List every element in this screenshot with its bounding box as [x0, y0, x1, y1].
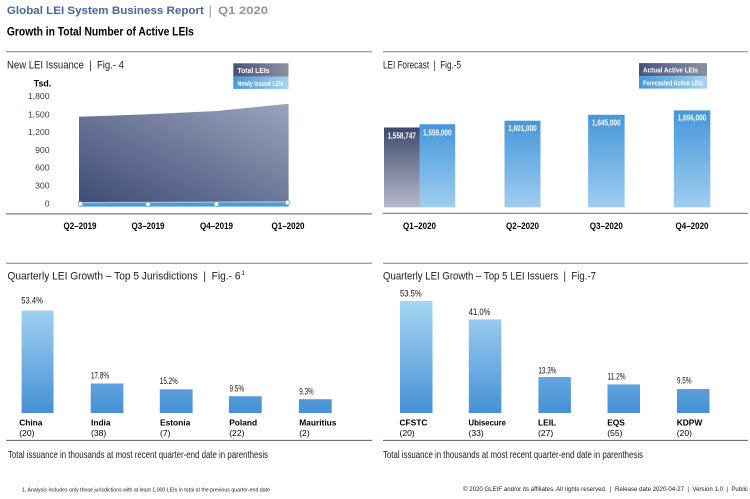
svg-text:|: |	[209, 3, 212, 18]
svg-text:(7): (7)	[160, 428, 171, 438]
svg-text:0: 0	[45, 199, 50, 209]
svg-text:Ubisecure: Ubisecure	[469, 418, 507, 428]
svg-text:53.5%: 53.5%	[400, 288, 422, 298]
svg-text:600: 600	[35, 163, 50, 173]
svg-text:Forecasted Active LEIs: Forecasted Active LEIs	[643, 80, 703, 88]
svg-text:300: 300	[35, 181, 50, 191]
svg-text:Estonia: Estonia	[160, 418, 191, 428]
svg-text:900: 900	[35, 145, 50, 155]
svg-text:Q1–2020: Q1–2020	[403, 221, 436, 231]
svg-text:Q2–2020: Q2–2020	[506, 221, 539, 231]
svg-text:Q2–2019: Q2–2019	[64, 221, 97, 231]
svg-text:Total issuance in thousands at: Total issuance in thousands at most rece…	[383, 450, 643, 461]
svg-text:9.5%: 9.5%	[230, 384, 245, 394]
svg-text:Q3–2019: Q3–2019	[132, 221, 165, 231]
svg-text:(38): (38)	[91, 428, 106, 438]
svg-text:EQS: EQS	[607, 418, 625, 428]
svg-text:Q3–2020: Q3–2020	[590, 221, 623, 231]
svg-text:Mauritius: Mauritius	[299, 418, 337, 428]
svg-text:(33): (33)	[469, 428, 484, 438]
svg-text:53.4%: 53.4%	[21, 296, 43, 306]
svg-text:41.0%: 41.0%	[469, 307, 491, 317]
svg-text:China: China	[19, 418, 43, 428]
svg-text:Total issuance in thousands at: Total issuance in thousands at most rece…	[8, 450, 268, 461]
svg-text:Q4–2019: Q4–2019	[200, 221, 233, 231]
svg-text:© 2020 GLEIF and/or its affili: © 2020 GLEIF and/or its affiliates. All …	[463, 485, 749, 493]
svg-text:1. Analysis includes only thos: 1. Analysis includes only those jurisdic…	[22, 487, 270, 493]
svg-text:Quarterly LEI Growth – Top 5 J: Quarterly LEI Growth – Top 5 Jurisdictio…	[8, 271, 241, 283]
svg-text:KDPW: KDPW	[677, 418, 703, 428]
svg-text:(20): (20)	[677, 428, 692, 438]
svg-text:Tsd.: Tsd.	[34, 78, 51, 88]
svg-text:1,558,747: 1,558,747	[387, 132, 416, 141]
svg-text:1: 1	[241, 270, 245, 277]
svg-text:LEIL: LEIL	[538, 418, 556, 428]
svg-text:Quarterly LEI Growth – Top 5 L: Quarterly LEI Growth – Top 5 LEI Issuers…	[383, 271, 596, 283]
svg-text:LEI Forecast | Fig.-5: LEI Forecast | Fig.-5	[383, 59, 461, 71]
svg-text:11.2%: 11.2%	[608, 372, 626, 382]
svg-text:13.3%: 13.3%	[538, 365, 556, 375]
svg-text:Q4–2020: Q4–2020	[676, 221, 709, 231]
svg-text:(20): (20)	[19, 428, 34, 438]
svg-text:Total LEIs: Total LEIs	[238, 67, 270, 75]
svg-text:1,200: 1,200	[28, 127, 50, 137]
svg-text:9.5%: 9.5%	[677, 376, 692, 386]
svg-text:(20): (20)	[400, 428, 415, 438]
svg-text:Q1–2020: Q1–2020	[272, 221, 305, 231]
svg-text:Newly Issued LEIs: Newly Issued LEIs	[238, 80, 284, 88]
svg-text:India: India	[91, 418, 111, 428]
svg-text:(22): (22)	[229, 428, 244, 438]
svg-text:15.2%: 15.2%	[160, 376, 178, 386]
svg-text:1,800: 1,800	[28, 91, 50, 101]
svg-text:Actual Active LEIs: Actual Active LEIs	[643, 67, 698, 75]
svg-text:1,645,000: 1,645,000	[592, 118, 621, 127]
svg-text:(55): (55)	[607, 428, 622, 438]
svg-text:1,601,000: 1,601,000	[508, 124, 537, 133]
svg-text:(2): (2)	[299, 428, 310, 438]
svg-text:New LEI Issuance | Fig.- 4: New LEI Issuance | Fig.- 4	[7, 59, 124, 71]
svg-text:1,696,000: 1,696,000	[678, 114, 707, 123]
svg-text:Poland: Poland	[229, 418, 257, 428]
svg-text:17.8%: 17.8%	[91, 370, 109, 380]
svg-text:1,559,000: 1,559,000	[423, 129, 452, 138]
svg-text:(27): (27)	[538, 428, 553, 438]
svg-text:CFSTC: CFSTC	[400, 418, 428, 428]
svg-text:Growth in Total Number of Acti: Growth in Total Number of Active LEIs	[7, 24, 194, 38]
svg-text:Q1 2020: Q1 2020	[218, 5, 268, 17]
svg-text:9.3%: 9.3%	[299, 387, 314, 397]
svg-text:Global LEI System Business Rep: Global LEI System Business Report	[7, 5, 204, 17]
svg-text:1,500: 1,500	[28, 109, 50, 119]
